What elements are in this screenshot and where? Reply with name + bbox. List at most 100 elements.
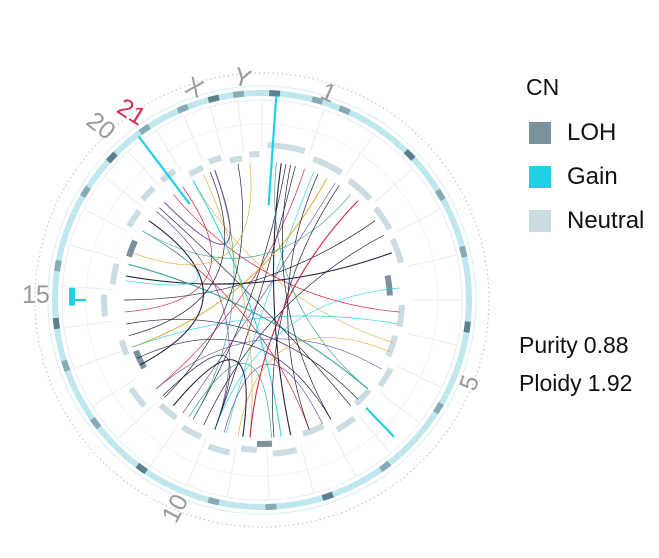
outer-ring-tick bbox=[207, 94, 220, 103]
outer-ring-tick bbox=[232, 90, 245, 98]
outer-ring-tick bbox=[433, 401, 444, 415]
outer-ring-tick bbox=[403, 148, 416, 161]
outer-ring-tick bbox=[52, 317, 60, 330]
sv-link bbox=[188, 362, 272, 438]
sv-link bbox=[287, 173, 319, 430]
legend-title: CN bbox=[526, 74, 560, 100]
outer-ring-tick bbox=[61, 359, 71, 372]
legend-item-gain: Gain bbox=[520, 155, 659, 199]
outer-ring-tick bbox=[105, 151, 118, 164]
circos-plot: 1 5 10 15 20 21 X Y bbox=[22, 62, 490, 528]
copy-number-track bbox=[101, 142, 405, 457]
cn-segment bbox=[396, 304, 405, 328]
cn-segment bbox=[335, 415, 357, 433]
purity-value: 0.88 bbox=[583, 332, 629, 358]
legend-label-loh: LOH bbox=[567, 119, 617, 146]
dotted-circle bbox=[34, 72, 490, 528]
sv-link bbox=[136, 338, 332, 420]
divider-line bbox=[92, 379, 136, 407]
outer-dotted-ring bbox=[34, 72, 490, 528]
divider-line bbox=[266, 449, 270, 500]
cn-segment bbox=[249, 151, 260, 158]
outer-ring-tick bbox=[135, 462, 148, 475]
loh-swatch bbox=[529, 122, 551, 144]
gain-spike bbox=[137, 135, 191, 205]
gain-spike bbox=[365, 407, 395, 438]
cn-segment bbox=[353, 388, 372, 407]
sv-link bbox=[225, 171, 315, 434]
cn-segment bbox=[126, 239, 138, 258]
outer-ring-tick bbox=[176, 103, 189, 114]
sv-link bbox=[203, 234, 384, 426]
chrom-label-5: 5 bbox=[454, 372, 485, 395]
outer-ring-tick bbox=[80, 185, 91, 199]
cn-segment bbox=[312, 156, 344, 176]
sv-link bbox=[192, 180, 282, 437]
cn-segment bbox=[187, 164, 205, 178]
chromosome-dividers bbox=[62, 100, 462, 500]
cn-segment bbox=[158, 402, 178, 421]
divider-line bbox=[183, 115, 204, 163]
outer-ring-tick bbox=[207, 497, 220, 506]
outer-ring-tick bbox=[269, 90, 281, 97]
sv-link bbox=[126, 319, 359, 400]
ploidy-value: 1.92 bbox=[587, 370, 633, 396]
cn-segment bbox=[109, 262, 120, 285]
sv-link bbox=[192, 164, 287, 420]
gain-spike bbox=[267, 95, 278, 206]
cn-segment bbox=[140, 185, 156, 202]
cn-segment bbox=[384, 275, 393, 296]
divider-line bbox=[374, 168, 414, 202]
sample-stats: Purity 0.88 Ploidy 1.92 bbox=[519, 326, 638, 402]
divider-line bbox=[73, 350, 122, 369]
cn-segment bbox=[347, 177, 373, 202]
sv-link bbox=[162, 354, 231, 430]
divider-line bbox=[226, 447, 237, 498]
cn-segment bbox=[207, 154, 223, 165]
outer-ring-tick bbox=[321, 491, 334, 501]
legend-label-neutral: Neutral bbox=[567, 207, 645, 234]
cn-segment bbox=[385, 334, 399, 358]
divider-line bbox=[186, 438, 207, 486]
cn-segment bbox=[207, 443, 231, 456]
legend-item-loh: LOH bbox=[520, 111, 659, 155]
sv-link bbox=[164, 164, 244, 398]
outer-cn-ring bbox=[47, 85, 477, 515]
divider-line bbox=[104, 176, 145, 209]
neutral-swatch bbox=[529, 210, 551, 232]
outer-ring-tick bbox=[463, 321, 471, 333]
divider-line bbox=[331, 432, 357, 477]
sv-link bbox=[249, 200, 359, 438]
divider-line bbox=[149, 424, 179, 467]
legend-label-gain: Gain bbox=[567, 163, 618, 190]
cn-segment bbox=[240, 445, 257, 453]
outer-ring-tick bbox=[378, 460, 392, 473]
sv-link bbox=[214, 166, 296, 430]
cn-segment bbox=[267, 142, 306, 154]
outer-ring-tick bbox=[138, 123, 151, 135]
sv-link bbox=[132, 177, 328, 348]
sv-links bbox=[123, 162, 400, 438]
divider-line bbox=[307, 109, 325, 158]
sv-link bbox=[142, 230, 310, 430]
divider-line bbox=[345, 133, 375, 176]
sv-link bbox=[173, 194, 400, 313]
outer-ring-tick bbox=[459, 245, 468, 258]
outer-ring-tick bbox=[89, 416, 102, 430]
cn-spikes bbox=[69, 95, 395, 438]
cn-segment bbox=[118, 339, 130, 356]
cn-segment bbox=[389, 237, 404, 264]
outer-ring-tick bbox=[311, 96, 324, 105]
sv-link bbox=[126, 252, 392, 285]
sv-link bbox=[156, 168, 305, 389]
gain-block bbox=[69, 287, 76, 306]
purity-row: Purity 0.88 bbox=[519, 326, 638, 364]
divider-line bbox=[117, 403, 155, 440]
cn-segment bbox=[180, 424, 203, 440]
divider-line bbox=[155, 130, 183, 174]
divider-line bbox=[63, 320, 114, 329]
sv-link bbox=[132, 162, 252, 266]
sv-link bbox=[123, 220, 376, 301]
sv-link bbox=[125, 230, 199, 286]
sv-link bbox=[192, 180, 394, 343]
